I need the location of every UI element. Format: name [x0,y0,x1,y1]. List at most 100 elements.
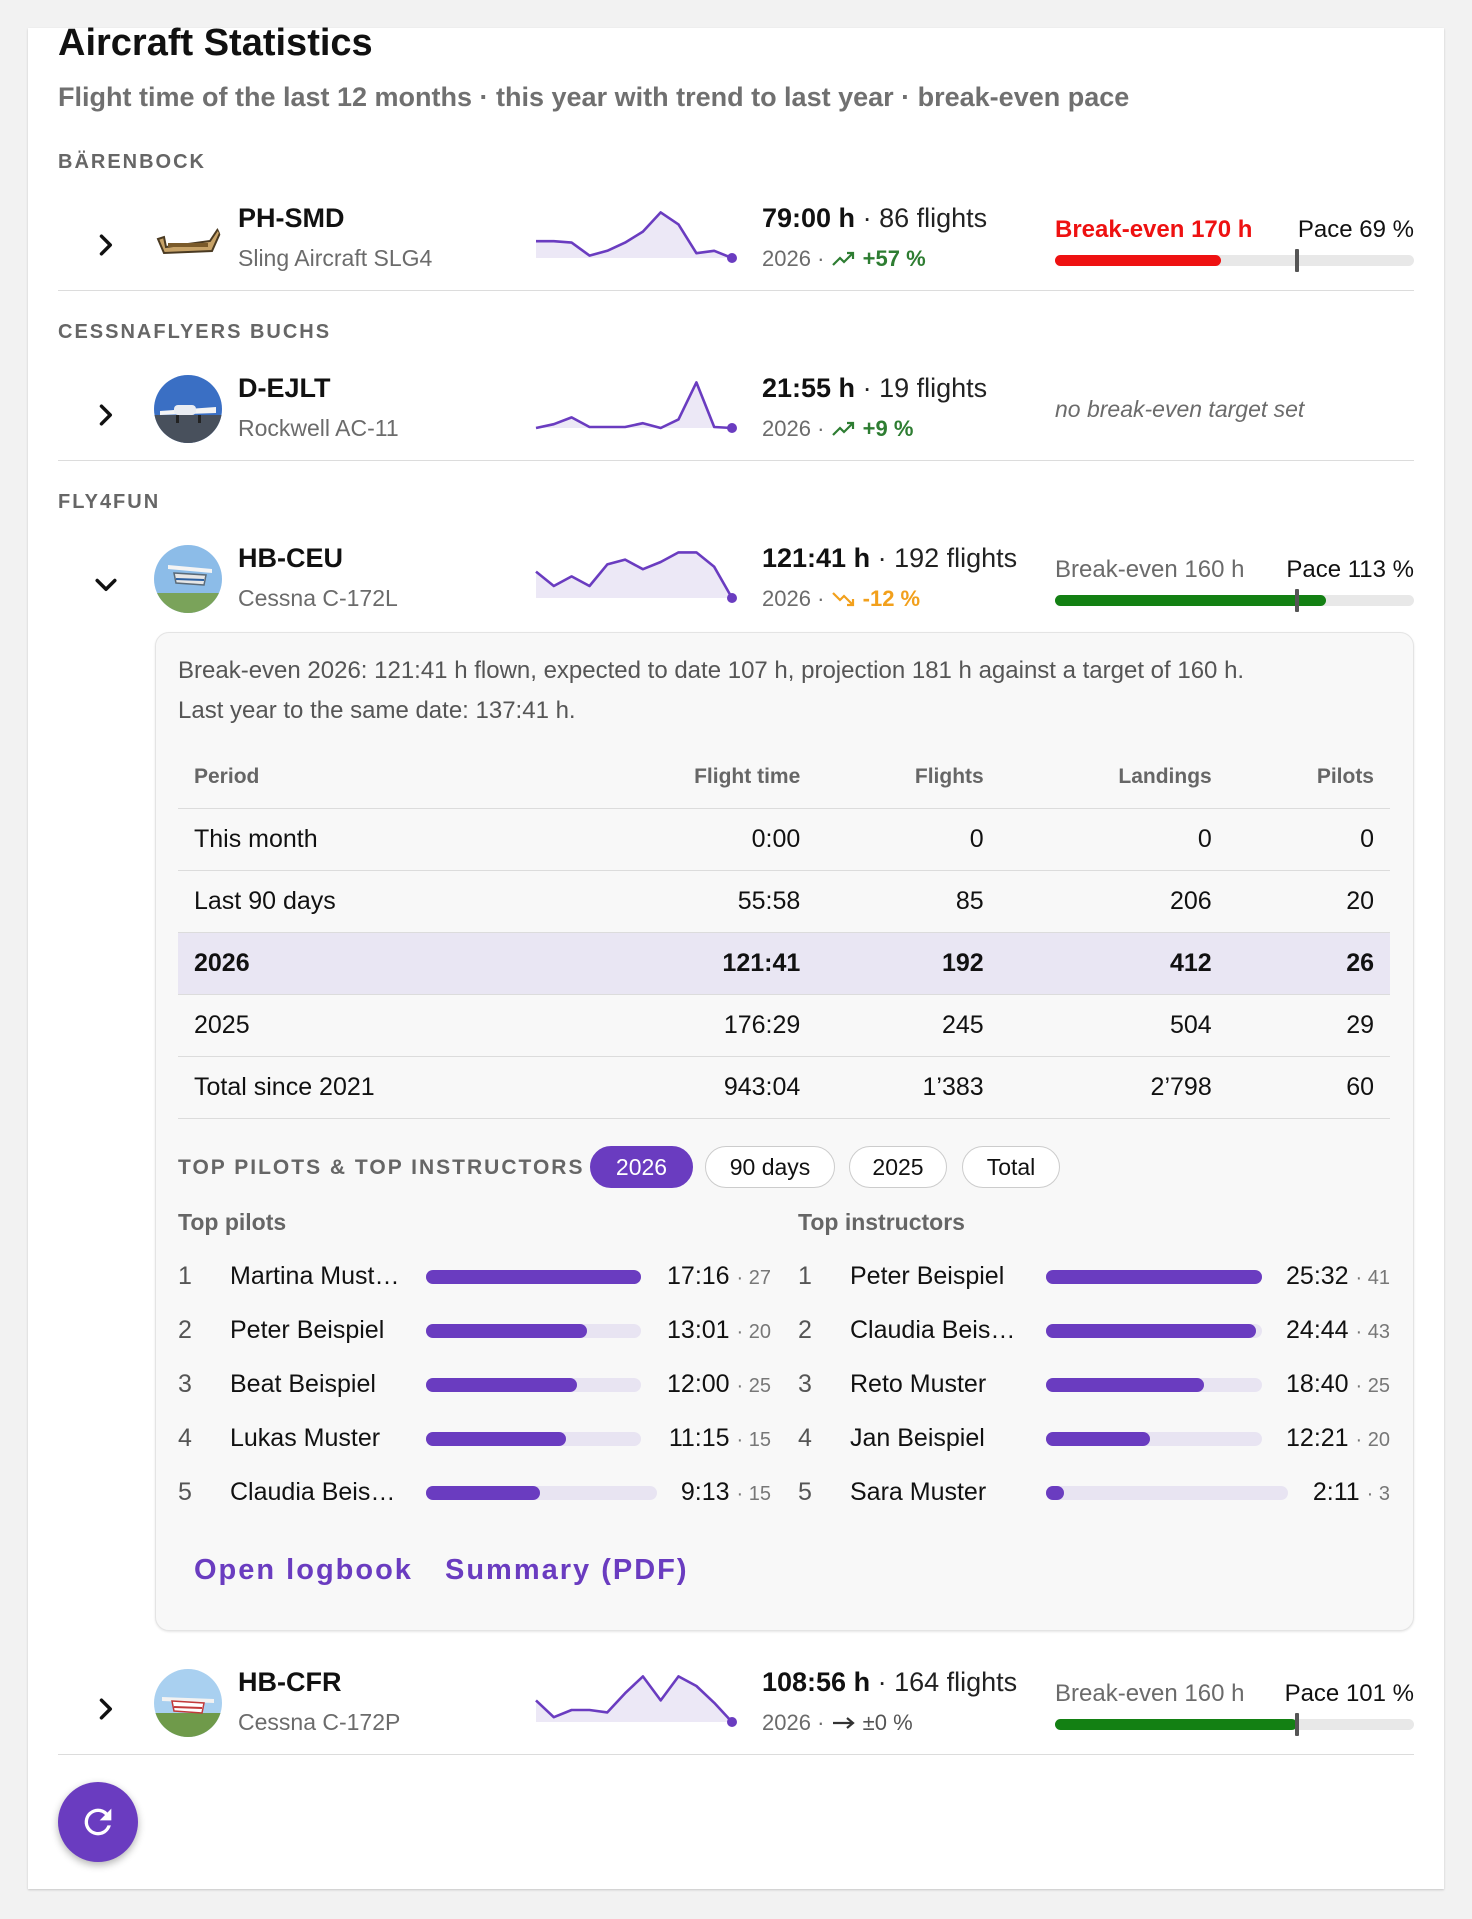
aircraft-detail-panel [155,632,1414,1631]
breakeven-target: no break-even target set [1055,396,1305,422]
person-name: Reto Muster [850,1370,987,1398]
chip-2025[interactable]: 2025 [849,1146,947,1188]
top-pilots-title: Top pilots [178,1209,287,1235]
flight-time: 18:40 · 25 [1266,1370,1390,1399]
aircraft-registration: HB-CEU [238,543,343,573]
pace-percent: Pace 113 % [1286,556,1414,583]
breakeven-target: Break-even 160 h [1055,556,1245,583]
flight-totals: 21:55 h · 19 flights [762,373,988,403]
pace-marker [1295,589,1299,612]
rank: 1 [178,1262,192,1290]
pace-bar-fill [1055,1719,1297,1730]
trending-up-icon [831,421,854,436]
flight-time: 17:16 · 27 [645,1262,771,1291]
column-header: Flight time [694,764,801,788]
flight-time: 25:32 · 41 [1266,1262,1390,1291]
landings-cell: 0 [999,807,1228,870]
flight-time: 11:15 · 15 [645,1424,771,1453]
sparkline-current-dot [727,593,737,603]
aircraft-model: Sling Aircraft SLG4 [238,245,433,271]
year-trend: 2026 · +9 % [762,416,914,441]
chevron-right-icon[interactable] [90,399,122,431]
chevron-down-icon[interactable] [90,569,122,601]
trend-value: +9 % [862,416,914,441]
table-row: This month 0:00 0 0 0 [178,807,1390,870]
pace-bar-fill [1055,595,1326,606]
time-value: 9:13 [680,1478,730,1506]
open-logbook-link[interactable]: Open logbook [194,1554,413,1586]
last-year-note: Last year to the same date: 137:41 h. [178,697,576,724]
pilots-cell: 29 [1227,993,1390,1056]
summary-pdf-link[interactable]: Summary (PDF) [445,1554,689,1586]
total-hours: 21:55 h [762,373,856,403]
rank: 3 [178,1370,192,1398]
chevron-right-icon[interactable] [90,1693,122,1725]
pace-bar [1055,1713,1414,1736]
flight-time: 2:11 · 3 [1266,1478,1390,1507]
aircraft-registration: D-EJLT [238,373,331,403]
flights-cell: 0 [816,807,1000,870]
period-cell: Total since 2021 [178,1055,565,1119]
flight-count: · 3 [1366,1483,1390,1505]
flights-cell: 1’383 [816,1055,1000,1119]
aircraft-photo [154,211,222,279]
chip-2026[interactable]: 2026 [590,1146,693,1188]
refresh-icon [84,1808,112,1836]
pace-bar-fill [1055,255,1221,266]
person-name: Lukas Muster [230,1424,381,1452]
time-value: 2:11 [1312,1478,1360,1506]
person-name: Claudia Beis… [850,1316,1016,1344]
pace-bar [1055,589,1414,612]
total-flights: 192 flights [894,543,1018,573]
rank: 4 [178,1424,192,1452]
rank: 5 [178,1478,192,1506]
chip-90-days[interactable]: 90 days [705,1146,835,1188]
refresh-button[interactable] [58,1782,138,1862]
flight-time-cell: 121:41 [564,931,817,994]
landings-cell: 412 [999,931,1228,994]
chip-total[interactable]: Total [962,1146,1060,1188]
sparkline-area [536,382,732,428]
share-bar-fill [1046,1432,1150,1446]
year-trend: 2026 · +57 % [762,246,926,271]
trend-value: +57 % [862,246,926,271]
divider [58,1754,1414,1755]
page-title: Aircraft Statistics [58,22,373,64]
time-value: 24:44 [1286,1316,1349,1344]
chevron-right-icon[interactable] [90,229,122,261]
share-bar-fill [426,1486,540,1500]
flight-time-cell: 176:29 [564,993,817,1056]
share-bar [426,1378,641,1392]
share-bar-fill [1046,1378,1204,1392]
aircraft-photo [154,545,222,613]
total-flights: 164 flights [894,1667,1018,1697]
share-bar-fill [1046,1270,1262,1284]
sparkline-line [536,211,733,260]
group-heading: FLY4FUN [58,491,161,513]
year-trend: 2026 · -12 % [762,586,921,611]
flight-count: · 43 [1355,1321,1390,1343]
aircraft-photo [154,375,222,443]
sparkline-line [535,1675,733,1723]
trending-down-icon [831,592,854,607]
period-cell: This month [178,807,565,870]
pace-marker [1295,1713,1299,1736]
flights-cell: 85 [816,869,1000,932]
flight-time: 12:00 · 25 [645,1370,771,1399]
total-hours: 121:41 h [762,543,871,573]
landings-cell: 206 [999,869,1228,932]
aircraft-model: Cessna C-172P [238,1709,401,1735]
share-bar-fill [426,1378,577,1392]
share-bar [1046,1432,1262,1446]
share-bar [1046,1324,1262,1338]
flight-time: 9:13 · 15 [645,1478,771,1507]
sparkline-line [535,551,734,599]
aircraft-registration: PH-SMD [238,203,345,233]
page-subtitle: Flight time of the last 12 months · this… [58,82,1130,112]
trend-value: ±0 % [862,1710,913,1735]
share-bar-fill [426,1432,566,1446]
group-heading: CESSNAFLYERS BUCHS [58,321,332,343]
flight-time-sparkline [535,1675,737,1727]
period-table: Period Flight time Flights Landings Pilo… [178,746,1390,1119]
flight-time-sparkline [535,381,737,433]
